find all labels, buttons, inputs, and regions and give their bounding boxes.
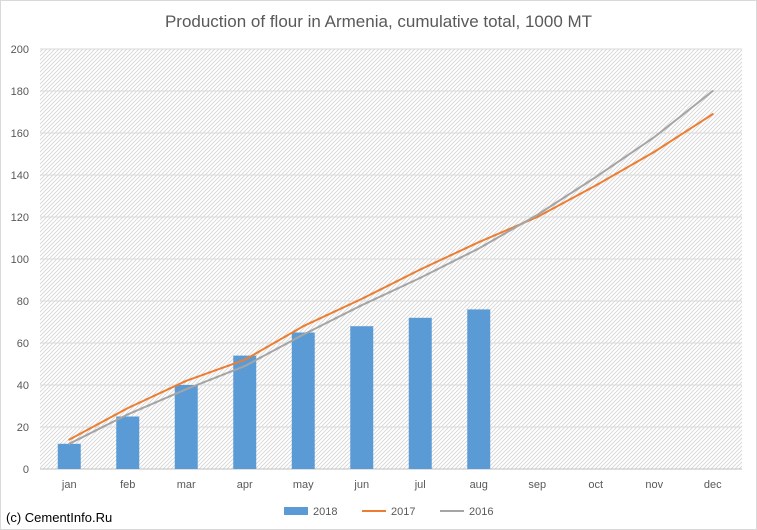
y-tick-label: 120 [11, 212, 29, 224]
legend: 2018 2017 2016 [284, 506, 493, 518]
x-tick-label: nov [645, 479, 663, 491]
x-tick-label: jul [414, 479, 426, 491]
x-tick-label: sep [528, 479, 546, 491]
y-tick-label: 160 [11, 128, 29, 140]
bar-2018-apr [233, 355, 257, 469]
x-axis-ticks: jan feb mar apr may jun jul aug sep oct nov dec [61, 479, 722, 491]
legend-swatch-2018 [284, 507, 308, 515]
legend-label-2017: 2017 [391, 506, 415, 518]
y-axis-ticks: 0 20 40 60 80 100 120 140 160 180 200 [11, 44, 29, 476]
x-tick-label: jun [353, 479, 369, 491]
y-tick-label: 100 [11, 254, 29, 266]
line-series-2017 [68, 113, 714, 441]
legend-label-2018: 2018 [313, 506, 337, 518]
x-tick-label: feb [120, 479, 135, 491]
bar-2018-may [291, 332, 315, 469]
y-tick-label: 20 [17, 422, 29, 434]
y-tick-label: 140 [11, 170, 29, 182]
y-tick-label: 0 [23, 464, 29, 476]
legend-label-2016: 2016 [469, 506, 493, 518]
x-tick-label: may [293, 479, 314, 491]
chart-title: Production of flour in Armenia, cumulati… [164, 12, 593, 31]
y-tick-label: 60 [17, 338, 29, 350]
bar-2018-jul [408, 317, 432, 469]
y-tick-label: 80 [17, 296, 29, 308]
bar-2018-aug [467, 309, 491, 469]
line-series-2016 [68, 90, 714, 445]
gridlines [40, 48, 742, 470]
x-tick-label: apr [237, 479, 253, 491]
bar-2018-jan [57, 443, 81, 469]
bar-series [57, 309, 491, 469]
y-tick-label: 200 [11, 44, 29, 56]
footer-credit: (c) CementInfo.Ru [6, 510, 113, 525]
x-tick-label: dec [704, 479, 722, 491]
y-tick-label: 180 [11, 86, 29, 98]
x-tick-label: aug [470, 479, 488, 491]
x-tick-label: jan [61, 479, 77, 491]
x-tick-label: oct [588, 479, 603, 491]
line-series [68, 90, 714, 445]
bar-2018-mar [174, 385, 198, 469]
y-tick-label: 40 [17, 380, 29, 392]
bar-2018-jun [350, 326, 374, 469]
bar-2018-feb [116, 416, 140, 469]
x-tick-label: mar [177, 479, 196, 491]
